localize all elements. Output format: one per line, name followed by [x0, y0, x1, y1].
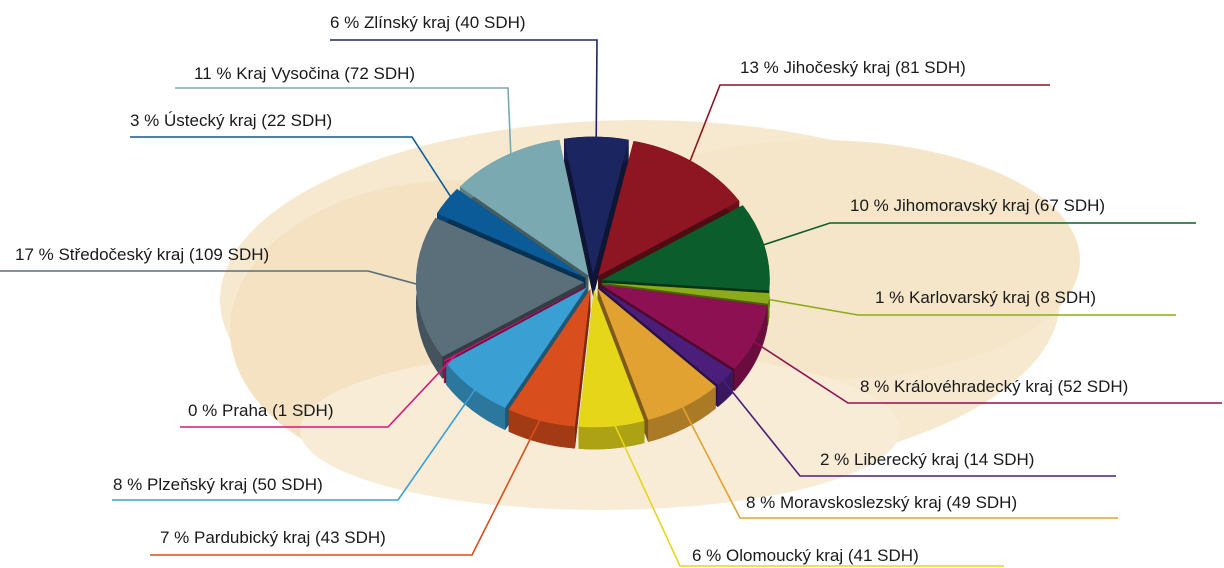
slice-label: 2 % Liberecký kraj (14 SDH): [820, 450, 1034, 469]
slice-label: 8 % Moravskoslezský kraj (49 SDH): [746, 493, 1017, 512]
slice-label: 6 % Olomoucký kraj (41 SDH): [692, 546, 919, 565]
slice-label: 1 % Karlovarský kraj (8 SDH): [875, 288, 1096, 307]
slice-side: [444, 360, 445, 383]
slice-label: 17 % Středočeský kraj (109 SDH): [15, 245, 269, 264]
slice-label: 13 % Jihočeský kraj (81 SDH): [740, 58, 966, 77]
slice-label: 8 % Plzeňský kraj (50 SDH): [113, 475, 323, 494]
slice-label: 0 % Praha (1 SDH): [188, 401, 334, 420]
slice-label: 11 % Kraj Vysočina (72 SDH): [194, 64, 415, 83]
slice-label: 7 % Pardubický kraj (43 SDH): [160, 528, 386, 547]
chart: 6 % Zlínský kraj (40 SDH) 13 % Jihočeský …: [0, 0, 1224, 568]
slice-label: 10 % Jihomoravský kraj (67 SDH): [850, 196, 1105, 215]
slice-label: 6 % Zlínský kraj (40 SDH): [330, 13, 526, 32]
slice-label: 8 % Královéhradecký kraj (52 SDH): [860, 377, 1128, 396]
slice-label: 3 % Ústecký kraj (22 SDH): [130, 111, 332, 130]
